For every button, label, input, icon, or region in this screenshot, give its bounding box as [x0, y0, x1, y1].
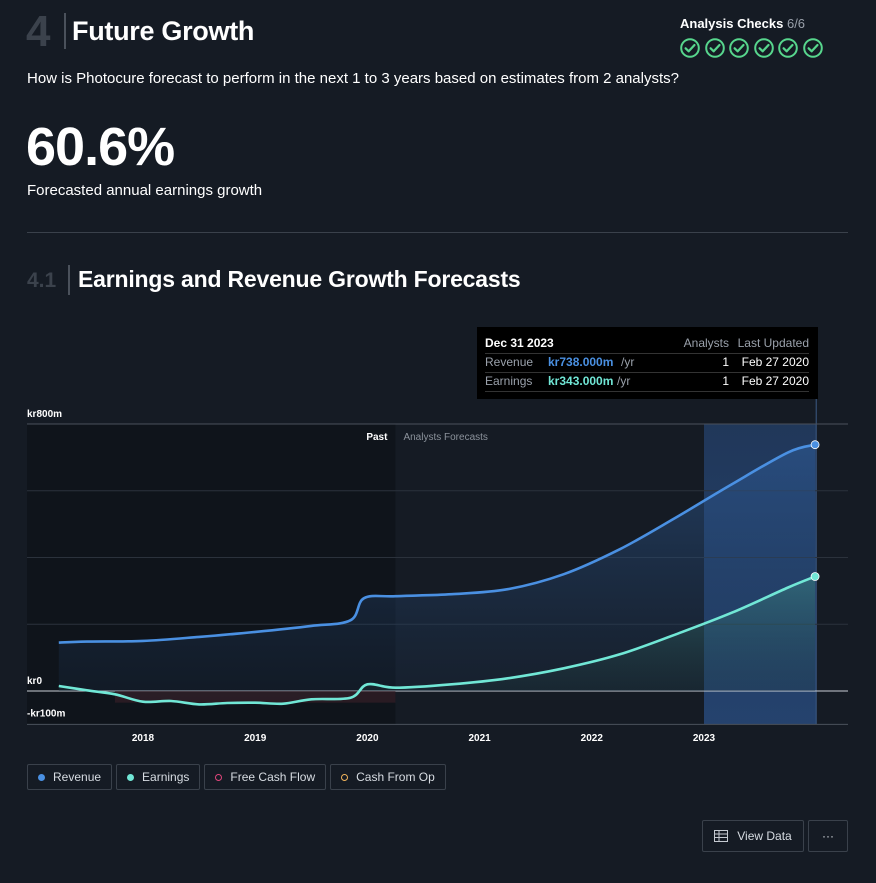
- tooltip-row-analysts: 1: [722, 374, 729, 388]
- legend-item[interactable]: Free Cash Flow: [204, 764, 327, 790]
- tooltip-row-value: kr738.000m: [548, 355, 614, 369]
- series-line-earnings: [58, 575, 816, 706]
- check-passed-icon: [704, 38, 725, 58]
- legend-item[interactable]: Cash From Op: [330, 764, 446, 790]
- tooltip-row-unit: /yr: [617, 374, 631, 388]
- check-passed-icon: [778, 38, 798, 58]
- tooltip-col-analysts: Analysts: [683, 336, 729, 350]
- x-tick-label: 2019: [244, 733, 267, 744]
- tooltip-row-unit: /yr: [621, 355, 635, 369]
- check-passed-icon: [680, 38, 700, 58]
- legend-label: Earnings: [142, 770, 190, 784]
- tooltip-date: Dec 31 2023: [485, 336, 554, 350]
- series-line-revenue: [58, 443, 816, 644]
- analysis-checks-count: 6/6: [786, 16, 806, 31]
- tooltip-row-revenue: Revenue kr738.000m /yr 1 Feb 27 2020: [485, 353, 809, 373]
- forecast-label: Analysts Forecasts: [403, 432, 487, 443]
- analysis-checks-text: Analysis Checks: [680, 16, 784, 31]
- legend-dot-icon: [341, 773, 349, 781]
- subsection-divider: [68, 265, 70, 295]
- legend-label: Revenue: [53, 770, 102, 784]
- tooltip-row-updated: Feb 27 2020: [741, 374, 809, 388]
- headline-value: 60.6%: [26, 117, 175, 177]
- subsection-title: Earnings and Revenue Growth Forecasts: [78, 266, 521, 292]
- more-options-icon: ···: [822, 829, 834, 843]
- legend-label: Free Cash Flow: [230, 770, 316, 784]
- y-tick-label: -kr100m: [27, 708, 65, 719]
- section-title: Future Growth: [72, 16, 255, 46]
- past-label: Past: [366, 432, 388, 443]
- series-endpoint-revenue: [810, 440, 820, 450]
- subsection-number: 4.1: [27, 269, 57, 292]
- x-tick-label: 2023: [693, 733, 716, 744]
- negative-area: [114, 691, 396, 703]
- legend-dot-icon: [215, 773, 223, 781]
- view-data-button[interactable]: View Data: [702, 820, 804, 852]
- legend-item[interactable]: Earnings: [116, 764, 201, 790]
- more-options-button[interactable]: ···: [808, 820, 848, 852]
- chart-legend: Revenue Earnings Free Cash Flow Cash From O…: [27, 764, 446, 790]
- forecast-question: How is Photocure forecast to perform in …: [27, 70, 679, 87]
- section-number: 4: [26, 7, 51, 56]
- tooltip-row-earnings: Earnings kr343.000m /yr 1 Feb 27 2020: [485, 372, 809, 392]
- series-area-earnings: [58, 576, 816, 705]
- legend-dot-icon: [127, 773, 135, 781]
- x-tick-label: 2022: [581, 733, 604, 744]
- check-passed-icon: [729, 38, 749, 58]
- growth-chart[interactable]: Past Analysts Forecasts kr800m kr0 -kr100m 20…: [0, 300, 876, 760]
- series-area-revenue: [58, 444, 816, 691]
- title-divider: [64, 13, 66, 49]
- tooltip-row-analysts: 1: [722, 355, 729, 369]
- section-divider: [27, 232, 848, 233]
- tooltip-row-value: kr343.000m: [548, 374, 614, 388]
- legend-item[interactable]: Revenue: [27, 764, 113, 790]
- x-tick-label: 2018: [132, 733, 155, 744]
- view-data-label: View Data: [737, 829, 792, 843]
- tooltip-row-updated: Feb 27 2020: [741, 355, 809, 369]
- tooltip-col-updated: Last Updated: [737, 336, 809, 350]
- y-tick-label: kr800m: [27, 409, 62, 420]
- y-tick-label: kr0: [27, 676, 42, 687]
- headline-caption: Forecasted annual earnings growth: [27, 182, 263, 199]
- x-tick-label: 2021: [468, 733, 491, 744]
- analysis-checks-icons: [680, 38, 823, 58]
- table-icon: [714, 830, 729, 842]
- analysis-checks-label: Analysis Checks 6/6: [680, 16, 805, 31]
- legend-dot-icon: [38, 773, 45, 781]
- tooltip-row-label: Earnings: [485, 374, 533, 388]
- legend-label: Cash From Op: [356, 770, 435, 784]
- chart-tooltip: Dec 31 2023 Analysts Last Updated Revenu…: [477, 327, 818, 399]
- series-endpoint-earnings: [810, 572, 820, 581]
- check-passed-icon: [753, 38, 774, 58]
- tooltip-row-label: Revenue: [485, 355, 534, 369]
- x-tick-label: 2020: [356, 733, 379, 744]
- check-passed-icon: [802, 38, 823, 58]
